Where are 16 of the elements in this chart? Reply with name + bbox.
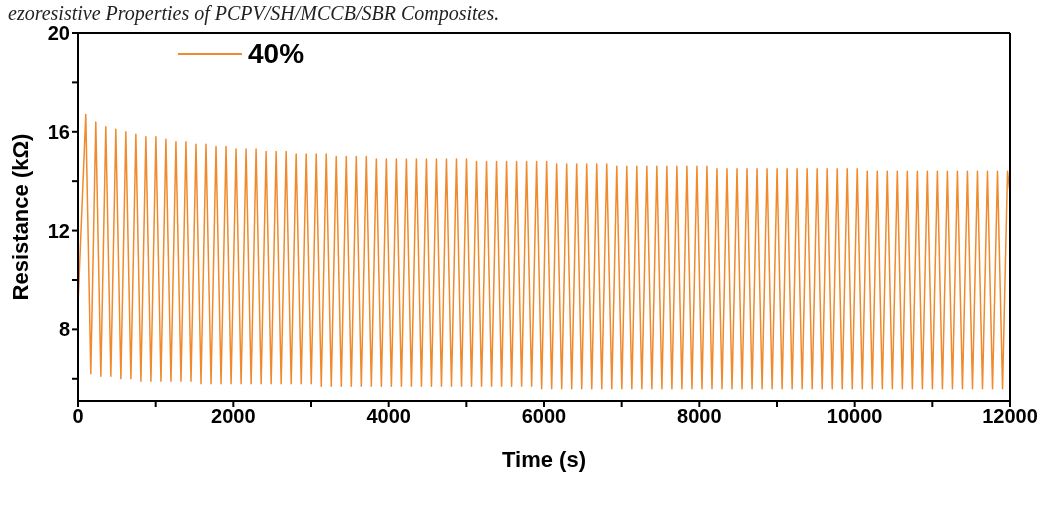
x-tick-label: 10000 <box>826 405 883 428</box>
y-tick-label: 12 <box>47 219 70 242</box>
y-axis-title: Resistance (kΩ) <box>7 133 33 301</box>
x-axis-title: Time (s) <box>502 447 586 472</box>
x-tick-label: 6000 <box>521 405 567 428</box>
x-tick-label: 2000 <box>211 405 256 428</box>
line-series <box>78 113 1010 390</box>
y-tick-label: 16 <box>47 120 70 143</box>
x-tick-label: 4000 <box>366 405 411 428</box>
y-tick-label: 8 <box>58 318 70 341</box>
x-tick-label: 8000 <box>677 405 722 428</box>
y-tick-label: 20 <box>47 22 70 45</box>
legend-label: 40% <box>248 38 305 70</box>
x-tick-label: 12000 <box>982 405 1038 428</box>
chart-title: ezoresistive Properties of PCPV/SH/MCCB/SBR Composites. <box>8 2 500 25</box>
x-tick-label: 0 <box>72 405 84 428</box>
